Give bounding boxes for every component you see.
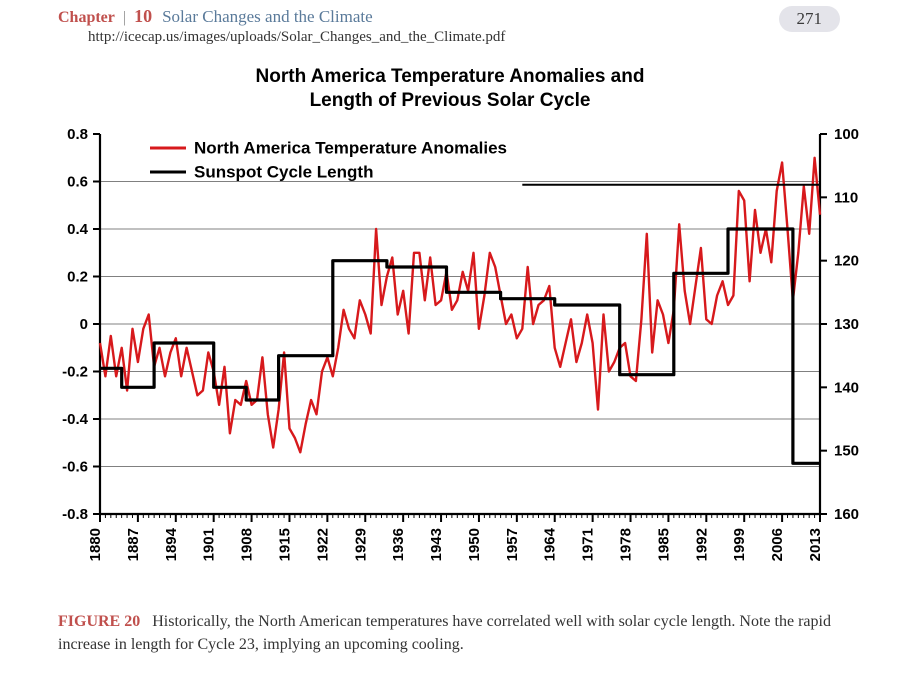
page-header: Chapter | 10 Solar Changes and the Clima… xyxy=(58,6,842,46)
svg-text:Sunspot Cycle Length: Sunspot Cycle Length xyxy=(194,162,373,181)
chapter-label: Chapter xyxy=(58,9,115,26)
figure-label: FIGURE 20 xyxy=(58,613,140,630)
svg-text:-0.8: -0.8 xyxy=(62,506,88,523)
svg-text:1943: 1943 xyxy=(428,528,445,561)
svg-text:130: 130 xyxy=(834,316,859,333)
svg-text:1978: 1978 xyxy=(618,528,635,561)
figure-caption-text: Historically, the North American tempera… xyxy=(58,613,831,653)
svg-text:North America Temperature Anom: North America Temperature Anomalies xyxy=(194,138,507,157)
svg-text:1894: 1894 xyxy=(163,527,180,561)
svg-text:1999: 1999 xyxy=(731,528,748,561)
svg-text:0.2: 0.2 xyxy=(67,269,88,286)
svg-text:1936: 1936 xyxy=(390,528,407,561)
svg-text:2013: 2013 xyxy=(807,528,824,561)
svg-text:1915: 1915 xyxy=(276,528,293,561)
page-number-badge: 271 xyxy=(779,6,841,32)
svg-text:2006: 2006 xyxy=(769,528,786,561)
svg-text:1929: 1929 xyxy=(352,528,369,561)
svg-text:120: 120 xyxy=(834,253,859,270)
svg-text:1880: 1880 xyxy=(87,528,104,561)
svg-text:1957: 1957 xyxy=(504,528,521,561)
svg-text:0: 0 xyxy=(80,316,88,333)
svg-text:1971: 1971 xyxy=(580,528,597,561)
chapter-separator: | xyxy=(119,9,130,26)
source-url: http://icecap.us/images/uploads/Solar_Ch… xyxy=(58,27,842,46)
svg-text:100: 100 xyxy=(834,126,859,143)
svg-text:-0.6: -0.6 xyxy=(62,459,88,476)
anomaly-chart: North America Temperature Anomalies and L… xyxy=(30,56,870,586)
figure-caption: FIGURE 20 Historically, the North Americ… xyxy=(58,610,848,656)
svg-text:-0.2: -0.2 xyxy=(62,364,88,381)
svg-text:150: 150 xyxy=(834,443,859,460)
svg-text:1992: 1992 xyxy=(693,528,710,561)
svg-text:1964: 1964 xyxy=(542,527,559,561)
svg-text:0.6: 0.6 xyxy=(67,174,88,191)
svg-text:Length of Previous Solar Cycle: Length of Previous Solar Cycle xyxy=(310,90,591,111)
svg-text:North America Temperature Anom: North America Temperature Anomalies and xyxy=(256,66,645,87)
svg-text:1985: 1985 xyxy=(655,528,672,561)
chapter-number: 10 xyxy=(134,6,152,26)
chapter-title: Solar Changes and the Climate xyxy=(156,7,373,26)
svg-text:-0.4: -0.4 xyxy=(62,411,89,428)
svg-text:0.4: 0.4 xyxy=(67,221,89,238)
chart-container: North America Temperature Anomalies and L… xyxy=(30,56,870,586)
svg-text:1950: 1950 xyxy=(466,528,483,561)
svg-text:1922: 1922 xyxy=(314,528,331,561)
svg-text:1901: 1901 xyxy=(201,528,218,561)
svg-text:160: 160 xyxy=(834,506,859,523)
svg-text:140: 140 xyxy=(834,379,859,396)
svg-text:1908: 1908 xyxy=(239,528,256,561)
svg-text:110: 110 xyxy=(834,189,858,206)
svg-text:0.8: 0.8 xyxy=(67,126,88,143)
svg-text:1887: 1887 xyxy=(125,528,142,561)
